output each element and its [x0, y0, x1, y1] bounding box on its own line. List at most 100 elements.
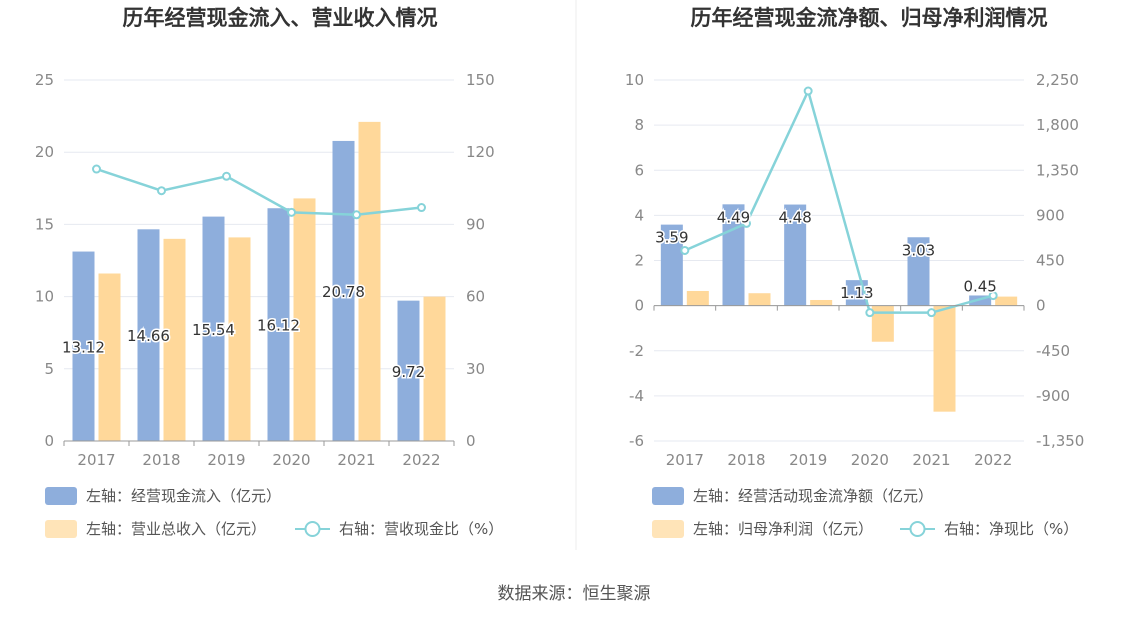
data-source: 数据来源：恒生聚源 — [498, 584, 651, 604]
bar-blue[interactable] — [969, 295, 992, 306]
bar-value-label: 15.54 — [192, 321, 235, 339]
legend-item-cash-ratio[interactable]: 右轴：营收现金比（%） — [295, 520, 503, 538]
bar-value-label: 13.12 — [62, 338, 105, 356]
bar-orange[interactable] — [995, 296, 1018, 306]
ratio-line-point[interactable] — [157, 186, 166, 196]
right-axis-tick-label: 150 — [466, 71, 495, 89]
right-axis-tick-label: -450 — [1036, 342, 1070, 360]
legend-item-net-cash[interactable]: 左轴：经营活动现金流净额（亿元） — [652, 487, 933, 505]
ratio-line-point[interactable] — [417, 203, 426, 213]
bar-blue[interactable] — [267, 208, 290, 441]
bar-orange[interactable] — [228, 237, 251, 441]
ratio-line-point[interactable] — [287, 207, 296, 217]
bar-blue[interactable] — [907, 237, 930, 306]
bar-value-label: 9.72 — [392, 363, 425, 381]
bar-value-label: 20.78 — [322, 283, 365, 301]
ratio-line-point[interactable] — [927, 308, 936, 318]
bar-orange[interactable] — [163, 238, 186, 441]
bar-value-label: 3.59 — [655, 229, 688, 247]
right-axis-tick-label: 120 — [466, 143, 495, 161]
bar-value-label: 16.12 — [257, 317, 300, 335]
chart-right-legend: 左轴：经营活动现金流净额（亿元） 左轴：归母净利润（亿元） 右轴：净现比（%） — [652, 487, 1078, 538]
bar-value-label: 4.49 — [717, 208, 750, 226]
ratio-line-point[interactable] — [865, 308, 875, 318]
x-axis-tick-label: 2020 — [272, 451, 310, 469]
legend-item-revenue[interactable]: 左轴：营业总收入（亿元） — [45, 520, 266, 538]
x-axis-tick-label: 2019 — [789, 451, 827, 469]
right-axis-tick-label: -900 — [1036, 387, 1070, 405]
bar-orange[interactable] — [871, 305, 894, 342]
ratio-line-point[interactable] — [92, 164, 101, 174]
right-axis-tick-label: 450 — [1036, 252, 1065, 270]
left-axis-tick-label: 20 — [35, 143, 54, 161]
ratio-line-point[interactable] — [352, 210, 361, 220]
bar-blue[interactable] — [784, 204, 807, 306]
bar-value-label: 14.66 — [127, 327, 170, 345]
right-axis-tick-label: -1,350 — [1036, 432, 1084, 450]
x-axis-tick-label: 2018 — [727, 451, 765, 469]
x-axis-tick-label: 2017 — [666, 451, 704, 469]
ratio-line — [96, 167, 422, 217]
bar-orange[interactable] — [686, 290, 709, 306]
legend-label-revenue: 左轴：营业总收入（亿元） — [86, 520, 266, 538]
legend-circle-icon — [909, 521, 926, 537]
left-axis-tick-label: 8 — [634, 116, 644, 134]
right-axis-tick-label: 0 — [1036, 297, 1046, 315]
x-axis-tick-label: 2022 — [974, 451, 1012, 469]
legend-label-net-cash: 左轴：经营活动现金流净额（亿元） — [693, 487, 933, 505]
ratio-line-point[interactable] — [742, 218, 751, 228]
left-axis-tick-label: 6 — [634, 161, 644, 179]
bar-value-label: 1.13 — [840, 284, 873, 302]
chart-left-title: 历年经营现金流入、营业收入情况 — [123, 6, 438, 30]
legend-swatch-blue — [45, 487, 77, 505]
bar-orange[interactable] — [358, 121, 381, 441]
ratio-line-point[interactable] — [222, 171, 231, 181]
ratio-line-point[interactable] — [988, 291, 998, 301]
x-axis-tick-label: 2021 — [337, 451, 375, 469]
left-axis-tick-label: 0 — [44, 432, 54, 450]
left-axis-tick-label: -6 — [629, 432, 644, 450]
legend-label-net-profit: 左轴：归母净利润（亿元） — [693, 520, 873, 538]
bar-blue[interactable] — [202, 216, 225, 441]
left-axis-tick-label: 15 — [35, 215, 54, 233]
bar-orange[interactable] — [98, 273, 121, 441]
legend-swatch-orange — [652, 520, 684, 538]
ratio-line-point[interactable] — [680, 245, 690, 255]
right-axis-tick-label: 1,350 — [1036, 161, 1079, 179]
chart-right-title: 历年经营现金流净额、归母净利润情况 — [691, 6, 1048, 30]
bar-value-label: 4.48 — [778, 209, 811, 227]
bar-blue[interactable] — [137, 229, 160, 441]
legend-item-cash-inflow[interactable]: 左轴：经营现金流入（亿元） — [45, 487, 281, 505]
bar-value-label: 0.45 — [963, 277, 996, 295]
x-axis-tick-label: 2021 — [912, 451, 950, 469]
bar-blue[interactable] — [72, 251, 95, 441]
right-axis-tick-label: 60 — [466, 288, 485, 306]
bar-orange[interactable] — [933, 305, 956, 412]
right-axis-tick-label: 0 — [466, 432, 476, 450]
x-axis-tick-label: 2022 — [402, 451, 440, 469]
legend-label-cash-ratio: 右轴：营收现金比（%） — [339, 520, 503, 538]
bar-value-label: 3.03 — [902, 241, 935, 259]
x-axis-tick-label: 2019 — [207, 451, 245, 469]
bar-orange[interactable] — [423, 296, 446, 441]
legend-item-net-cash-ratio[interactable]: 右轴：净现比（%） — [900, 520, 1078, 538]
left-axis-tick-label: 25 — [35, 71, 54, 89]
bar-orange[interactable] — [293, 198, 316, 441]
bar-blue[interactable] — [660, 224, 683, 306]
left-axis-tick-label: 0 — [634, 297, 644, 315]
bar-blue[interactable] — [397, 300, 420, 441]
left-axis-tick-label: 4 — [634, 206, 644, 224]
legend-swatch-blue — [652, 487, 684, 505]
bar-orange[interactable] — [810, 299, 833, 306]
legend-item-net-profit[interactable]: 左轴：归母净利润（亿元） — [652, 520, 873, 538]
bar-blue[interactable] — [332, 140, 355, 441]
legend-circle-icon — [304, 521, 321, 537]
ratio-line-point[interactable] — [803, 86, 813, 96]
legend-label-cash-inflow: 左轴：经营现金流入（亿元） — [86, 487, 281, 505]
chart-right: 历年经营现金流净额、归母净利润情况 3.59 4.49 4.48 1.13 3.03 0.… — [625, 6, 1084, 538]
bar-orange[interactable] — [748, 293, 771, 306]
ratio-line — [684, 87, 994, 314]
right-axis-tick-label: 1,800 — [1036, 116, 1079, 134]
x-axis-tick-label: 2020 — [851, 451, 889, 469]
bar-blue[interactable] — [722, 204, 745, 306]
